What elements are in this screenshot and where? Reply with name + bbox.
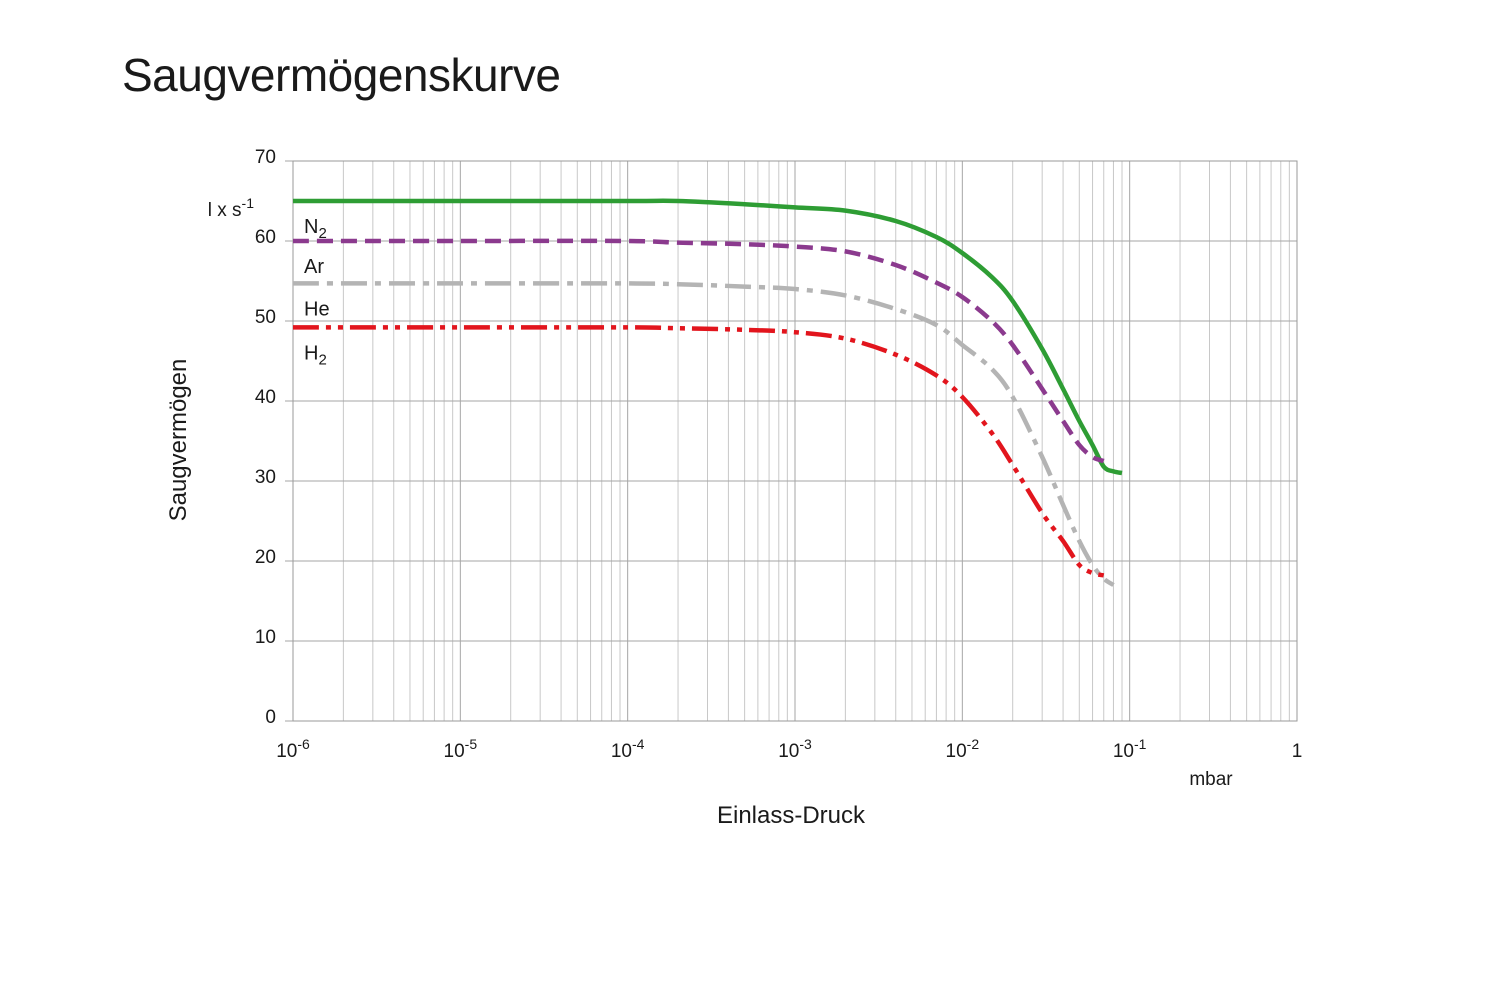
x-tick-label: 10-3 <box>778 736 812 762</box>
y-tick-label: 40 <box>255 387 276 408</box>
y-tick-label: 0 <box>265 707 276 728</box>
x-tick-labels: 10-6 10-5 10-4 10-3 10-2 10-1 1 <box>276 736 1302 762</box>
x-tick-label: 10-4 <box>611 736 645 762</box>
x-tick-label: 10-6 <box>276 736 310 762</box>
y-tick-label: 30 <box>255 467 276 488</box>
x-unit-label: mbar <box>1189 769 1233 790</box>
series-label-he: He <box>304 298 330 320</box>
x-tick-label: 1 <box>1292 741 1303 762</box>
plot-frame <box>292 160 1298 722</box>
series-label-n2: N2 <box>304 216 327 242</box>
series-label-ar: Ar <box>304 256 324 278</box>
series-line-n2 <box>293 198 1123 476</box>
x-tick-label: 10-1 <box>1113 736 1147 762</box>
y-tick-label: 60 <box>255 227 276 248</box>
series-labels: N2 Ar He H2 <box>304 216 330 368</box>
series-line-he <box>293 281 1115 587</box>
y-unit-label: l x s-1 <box>208 195 254 221</box>
chart-title: Saugvermögenskurve <box>122 49 561 101</box>
series-lines <box>292 198 1123 587</box>
series-label-h2: H2 <box>304 342 327 368</box>
x-tick-label: 10-2 <box>946 736 980 762</box>
y-tick-label: 20 <box>255 547 276 568</box>
y-tick-label: 70 <box>255 147 276 168</box>
y-tick-label: 10 <box>255 627 276 648</box>
x-axis-label: Einlass-Druck <box>717 802 866 829</box>
y-tick-label: 50 <box>255 307 276 328</box>
y-axis-label: Saugvermögen <box>165 359 192 522</box>
series-line-ar <box>293 238 1105 464</box>
y-tick-labels: 0 10 20 30 40 50 60 70 <box>255 147 276 728</box>
grid-minor <box>342 161 1290 721</box>
series-line-h2 <box>292 325 1105 578</box>
grid-major <box>285 160 1298 722</box>
x-tick-label: 10-5 <box>444 736 478 762</box>
